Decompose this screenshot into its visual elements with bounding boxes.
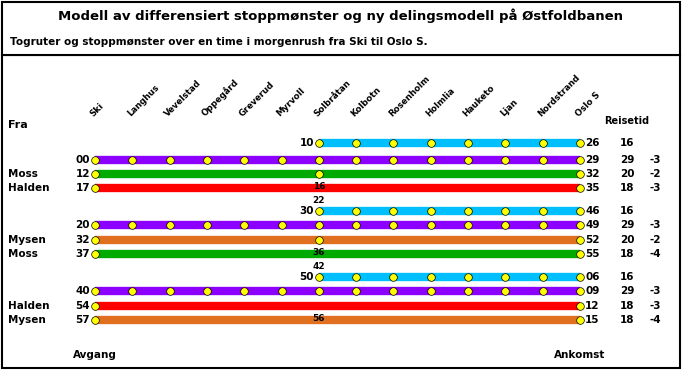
Text: Holmlia: Holmlia — [424, 85, 457, 118]
Text: 20: 20 — [76, 220, 90, 230]
Text: 20: 20 — [620, 235, 634, 245]
Text: Langhus: Langhus — [126, 83, 161, 118]
Text: 16: 16 — [620, 272, 634, 282]
Text: 26: 26 — [585, 138, 599, 148]
Text: Rosenholm: Rosenholm — [387, 74, 432, 118]
Text: 22: 22 — [312, 196, 325, 205]
Text: 30: 30 — [299, 206, 314, 216]
Text: Moss: Moss — [8, 249, 38, 259]
Text: 49: 49 — [585, 220, 599, 230]
Text: 15: 15 — [585, 315, 599, 325]
Text: -3: -3 — [649, 155, 661, 165]
Text: 18: 18 — [620, 315, 634, 325]
Text: Solbråtan: Solbråtan — [312, 78, 353, 118]
Text: 06: 06 — [585, 272, 599, 282]
Text: 37: 37 — [76, 249, 90, 259]
Text: 46: 46 — [585, 206, 599, 216]
Text: 56: 56 — [312, 314, 325, 323]
Text: Modell av differensiert stoppmønster og ny delingsmodell på Østfoldbanen: Modell av differensiert stoppmønster og … — [59, 9, 623, 23]
Text: Vevelstad: Vevelstad — [163, 78, 203, 118]
Text: -3: -3 — [649, 220, 661, 230]
Text: 10: 10 — [299, 138, 314, 148]
Text: Mysen: Mysen — [8, 315, 46, 325]
Text: Reisetid: Reisetid — [604, 116, 649, 126]
Text: 16: 16 — [620, 206, 634, 216]
Text: 29: 29 — [620, 220, 634, 230]
Text: 17: 17 — [76, 183, 90, 193]
Text: -4: -4 — [649, 249, 661, 259]
Text: Ankomst: Ankomst — [554, 350, 606, 360]
Text: Ljan: Ljan — [499, 97, 520, 118]
Text: 18: 18 — [620, 183, 634, 193]
Text: Oslo S: Oslo S — [574, 90, 602, 118]
Text: 35: 35 — [585, 183, 599, 193]
Text: 20: 20 — [620, 169, 634, 179]
Text: 00: 00 — [76, 155, 90, 165]
Text: -2: -2 — [649, 169, 661, 179]
Text: 36: 36 — [312, 248, 325, 257]
Text: Myrvoll: Myrvoll — [275, 86, 307, 118]
Text: 29: 29 — [620, 155, 634, 165]
Text: Ski: Ski — [89, 101, 106, 118]
Text: -3: -3 — [649, 183, 661, 193]
Text: 40: 40 — [76, 286, 90, 296]
Text: 16: 16 — [312, 182, 325, 191]
Text: 29: 29 — [585, 155, 599, 165]
Text: 18: 18 — [620, 249, 634, 259]
Text: 29: 29 — [620, 286, 634, 296]
Text: Halden: Halden — [8, 183, 50, 193]
Text: Halden: Halden — [8, 301, 50, 311]
Text: 18: 18 — [620, 301, 634, 311]
Text: 57: 57 — [76, 315, 90, 325]
Text: 42: 42 — [312, 262, 325, 271]
Text: -4: -4 — [649, 315, 661, 325]
Text: 52: 52 — [585, 235, 599, 245]
Text: Fra: Fra — [8, 120, 28, 130]
Text: 32: 32 — [76, 235, 90, 245]
Text: -3: -3 — [649, 301, 661, 311]
Text: Togruter og stoppmønster over en time i morgenrush fra Ski til Oslo S.: Togruter og stoppmønster over en time i … — [10, 37, 428, 47]
Text: 55: 55 — [585, 249, 599, 259]
Text: Oppegård: Oppegård — [200, 77, 241, 118]
Text: 50: 50 — [299, 272, 314, 282]
Text: Nordstrand: Nordstrand — [536, 73, 582, 118]
Text: -3: -3 — [649, 286, 661, 296]
Text: Hauketo: Hauketo — [462, 83, 497, 118]
Text: Greverud: Greverud — [238, 80, 276, 118]
Bar — [2, 55, 680, 368]
Text: 09: 09 — [585, 286, 599, 296]
Text: 32: 32 — [585, 169, 599, 179]
Text: 16: 16 — [620, 138, 634, 148]
Text: Kolbotn: Kolbotn — [350, 85, 383, 118]
Text: Mysen: Mysen — [8, 235, 46, 245]
Bar — [2, 2, 680, 55]
Text: 54: 54 — [76, 301, 90, 311]
Text: 12: 12 — [76, 169, 90, 179]
Text: -2: -2 — [649, 235, 661, 245]
Text: Avgang: Avgang — [73, 350, 117, 360]
Text: Moss: Moss — [8, 169, 38, 179]
Text: 12: 12 — [585, 301, 599, 311]
